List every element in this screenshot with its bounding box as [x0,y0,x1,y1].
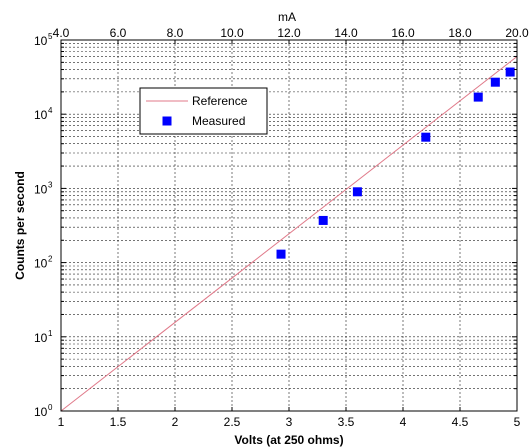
y-axis-label: Counts per second [13,171,27,280]
reference-line [60,56,518,412]
top-axis-label: mA [278,10,296,24]
top-x-tick-label: 10.0 [220,26,244,40]
top-x-tick-label: 4.0 [53,26,70,40]
legend: Reference Measured [139,87,268,135]
y-tick-label-base: 10 [34,34,48,48]
y-tick-label-base: 10 [34,257,48,271]
x-tick-label: 3 [286,415,293,429]
top-x-tick-label: 6.0 [110,26,127,40]
y-tick-label-exponent: 3 [48,180,53,189]
y-tick-label-exponent: 2 [48,255,53,264]
measured-point [473,92,483,102]
legend-reference-label: Reference [192,94,248,108]
grid [61,40,517,411]
x-tick-label: 5 [514,415,521,429]
series-layer [60,56,518,412]
top-x-tick-label: 14.0 [334,26,358,40]
top-x-tick-label: 18.0 [448,26,472,40]
measured-point [421,132,431,142]
measured-point [505,67,515,77]
y-tick-label-base: 10 [34,331,48,345]
measured-point [490,77,500,87]
y-tick-label-base: 10 [34,108,48,122]
legend-box [139,87,268,135]
x-tick-label: 3.5 [338,415,355,429]
x-tick-label: 1.5 [110,415,127,429]
top-x-tick-label: 20.0 [505,26,529,40]
y-tick-label-exponent: 5 [48,32,53,41]
top-x-tick-label: 8.0 [167,26,184,40]
y-tick-label-exponent: 1 [48,329,53,338]
x-tick-label: 2 [172,415,179,429]
y-tick-label-exponent: 4 [48,106,53,115]
measured-point [352,187,362,197]
ticks: 1 1.5 2 2.5 3 3.5 4 4.5 54.0 6.0 8.0 10.0 12.0 14.0 16… [34,26,529,429]
top-x-tick-label: 16.0 [391,26,415,40]
x-tick-label: 4.5 [452,415,469,429]
legend-measured-swatch [162,116,172,126]
measured-point [318,215,328,225]
x-tick-label: 4 [400,415,407,429]
measured-point [276,249,286,259]
x-axis-label: Volts (at 250 ohms) [234,433,343,447]
x-tick-label: 2.5 [224,415,241,429]
legend-measured-label: Measured [192,114,245,128]
y-tick-label-base: 10 [34,405,48,419]
top-x-tick-label: 12.0 [277,26,301,40]
x-tick-label: 1 [58,415,65,429]
y-tick-label-exponent: 0 [48,403,53,412]
y-tick-label-base: 10 [34,182,48,196]
